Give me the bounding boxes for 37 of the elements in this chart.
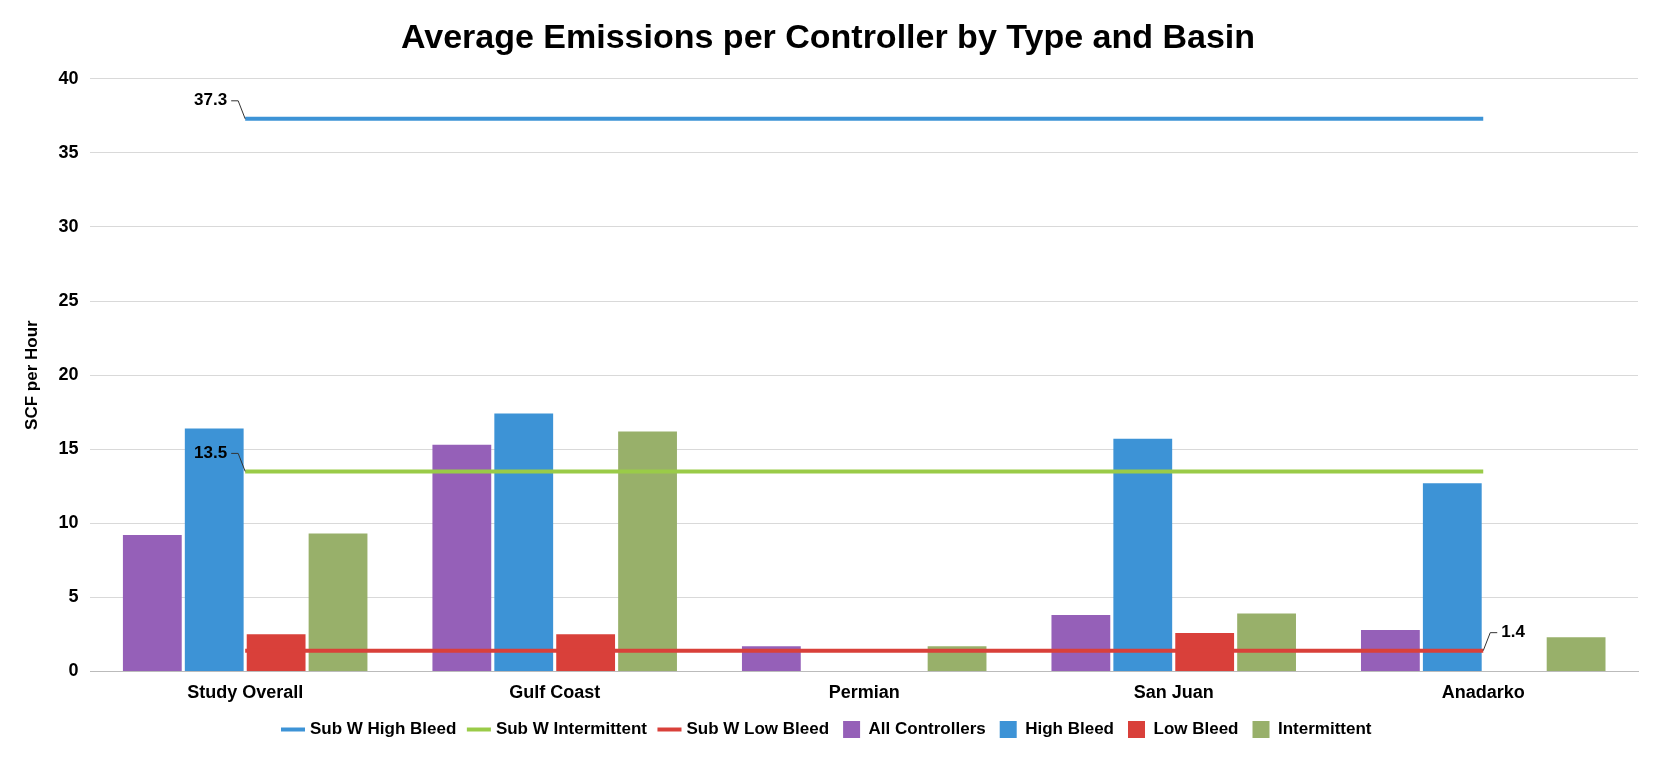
y-tick-label: 40 [58, 67, 79, 88]
legend-label: Intermittent [1278, 719, 1372, 739]
y-tick-label: 15 [58, 438, 79, 459]
x-tick-label: Anadarko [1441, 682, 1525, 703]
legend-label: Sub W High Bleed [310, 719, 457, 739]
legend-label: Low Bleed [1153, 719, 1239, 739]
data-label: 1.4 [1501, 622, 1526, 642]
y-tick-label: 20 [58, 364, 79, 385]
y-tick-label: 35 [58, 141, 79, 162]
bar [1546, 637, 1606, 671]
y-tick-label: 10 [58, 512, 79, 533]
legend-label: Sub W Low Bleed [686, 719, 830, 739]
bar [122, 535, 182, 671]
x-tick-label: Permian [828, 682, 900, 703]
bar [1422, 483, 1482, 671]
bar [1051, 615, 1111, 671]
y-tick-label: 30 [58, 215, 79, 236]
x-tick-label: Gulf Coast [509, 682, 601, 703]
y-axis-title: SCF per Hour [21, 319, 41, 430]
bar [184, 428, 244, 671]
bar [494, 413, 554, 671]
bar [432, 444, 492, 671]
legend-label: Sub W Intermittent [495, 719, 648, 739]
legend-label: High Bleed [1025, 719, 1115, 739]
chart-title: Average Emissions per Controller by Type and Basin [400, 16, 1256, 55]
bar [618, 431, 677, 671]
x-tick-label: Study Overall [187, 682, 304, 703]
data-label: 13.5 [194, 443, 228, 463]
legend-label: All Controllers [868, 719, 986, 739]
bar [1237, 613, 1296, 671]
y-tick-label: 25 [58, 289, 79, 310]
x-tick-label: San Juan [1133, 682, 1214, 703]
bar [308, 533, 368, 671]
data-label: 37.3 [194, 90, 228, 110]
y-tick-label: 0 [68, 660, 79, 681]
bar [1113, 438, 1173, 671]
y-tick-label: 5 [68, 586, 79, 607]
